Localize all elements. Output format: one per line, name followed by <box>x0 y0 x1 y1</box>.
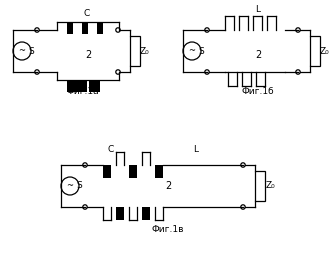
Bar <box>116 207 124 220</box>
Bar <box>67 80 74 92</box>
Bar <box>93 80 100 92</box>
Bar <box>74 80 80 92</box>
Text: Z₀: Z₀ <box>140 47 150 55</box>
Text: Фиг.1а: Фиг.1а <box>67 87 99 96</box>
Text: C: C <box>84 9 90 18</box>
Text: Фиг.1б: Фиг.1б <box>242 87 274 96</box>
Text: S: S <box>198 47 204 55</box>
Text: Z₀: Z₀ <box>265 181 275 191</box>
Bar <box>89 80 95 92</box>
Bar <box>82 22 88 34</box>
Text: 2: 2 <box>255 50 261 60</box>
Bar <box>67 22 73 34</box>
Text: ~: ~ <box>67 181 73 191</box>
Bar <box>80 80 87 92</box>
Text: ~: ~ <box>189 47 196 55</box>
Text: C: C <box>108 144 114 154</box>
Text: ~: ~ <box>18 47 25 55</box>
Bar <box>97 22 103 34</box>
Bar <box>129 165 137 178</box>
Text: Z₀: Z₀ <box>320 47 330 55</box>
Text: S: S <box>76 181 82 191</box>
Bar <box>155 165 163 178</box>
Bar <box>142 207 150 220</box>
Text: 2: 2 <box>85 50 91 60</box>
Text: S: S <box>28 47 34 55</box>
Bar <box>310 36 320 66</box>
Bar <box>255 171 265 201</box>
Text: L: L <box>256 6 261 14</box>
Text: 2: 2 <box>165 181 171 191</box>
Bar <box>103 165 111 178</box>
Text: Фиг.1в: Фиг.1в <box>152 225 184 234</box>
Bar <box>130 36 140 66</box>
Text: L: L <box>194 144 199 154</box>
